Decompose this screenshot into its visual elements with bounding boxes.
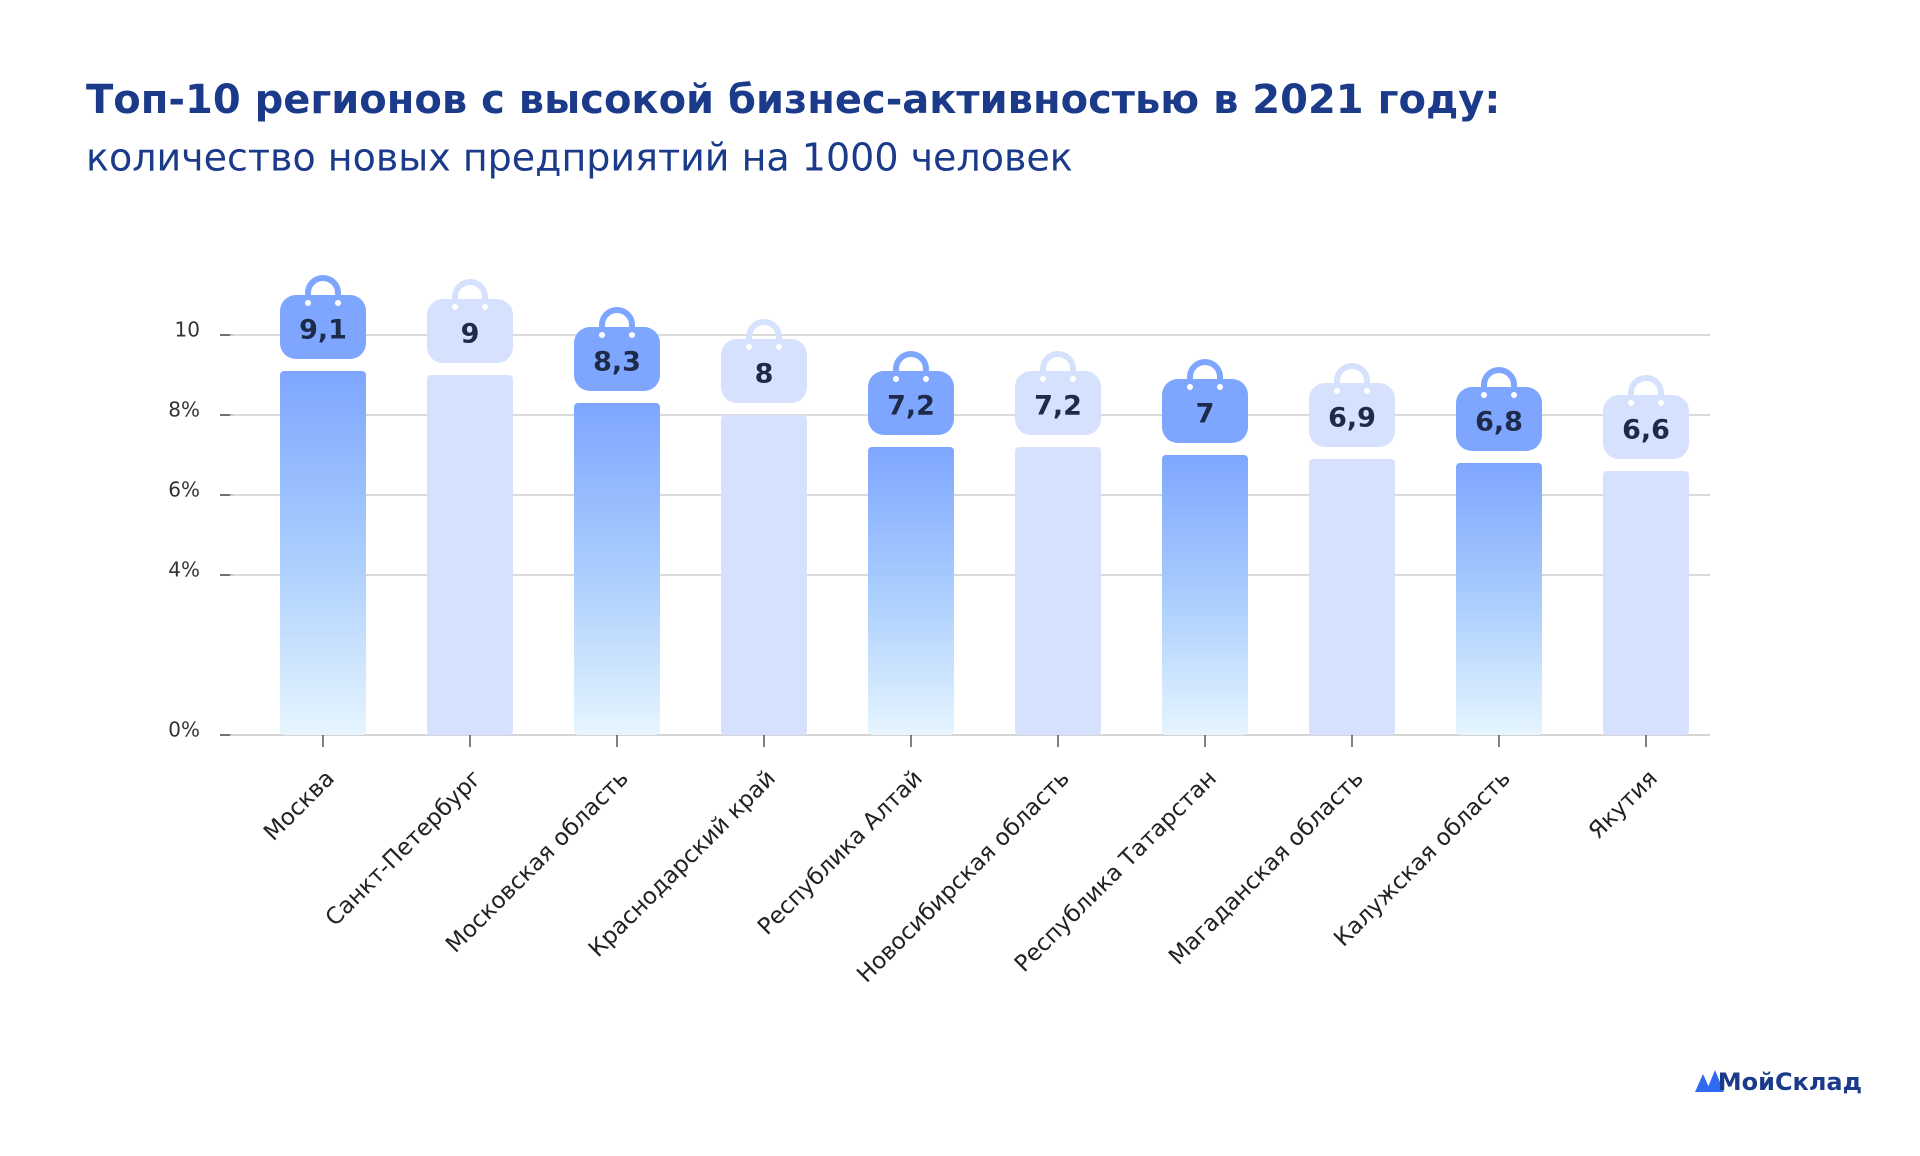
badge-dot (923, 376, 929, 382)
logo-text: МойСклад (1718, 1068, 1862, 1096)
value-label: 9 (461, 319, 480, 350)
badge-body (574, 327, 660, 391)
badge-handle (599, 307, 635, 331)
badge-dot (482, 304, 488, 310)
badge-handle (1187, 359, 1223, 383)
y-tick-label: 8% (168, 398, 200, 422)
badge-dot (629, 332, 635, 338)
badge-handle (1628, 375, 1664, 399)
x-tick-label: Якутия (1584, 765, 1663, 844)
value-badge: 9 (427, 279, 513, 363)
value-label: 6,8 (1475, 407, 1523, 438)
bar (1603, 471, 1689, 735)
x-tick-label: Республика Алтай (753, 765, 928, 940)
badge-handle (1040, 351, 1076, 375)
badge-handle (746, 319, 782, 343)
x-tick-label: Санкт-Петербург (321, 765, 487, 931)
bar (280, 371, 366, 735)
badge-body (721, 339, 807, 403)
value-badge: 6,8 (1456, 367, 1542, 451)
badge-handle (305, 275, 341, 299)
value-badge: 6,6 (1603, 375, 1689, 459)
badge-dot (746, 344, 752, 350)
badge-body (1309, 383, 1395, 447)
value-badge: 9,1 (280, 275, 366, 359)
x-tick-label: Москва (259, 765, 340, 846)
y-tick-label: 6% (168, 478, 200, 502)
bar (721, 415, 807, 735)
bar (1162, 455, 1248, 735)
value-label: 6,9 (1328, 403, 1376, 434)
badge-body (1603, 395, 1689, 459)
badge-dot (776, 344, 782, 350)
badge-dot (1187, 384, 1193, 390)
value-badge: 8 (721, 319, 807, 403)
badge-handle (893, 351, 929, 375)
badge-handle (452, 279, 488, 303)
badge-body (868, 371, 954, 435)
value-badge: 6,9 (1309, 363, 1395, 447)
badge-body (427, 299, 513, 363)
bar (1456, 463, 1542, 735)
bar (427, 375, 513, 735)
value-label: 7 (1196, 399, 1215, 430)
badge-body (1162, 379, 1248, 443)
badge-dot (1040, 376, 1046, 382)
value-badge: 7,2 (1015, 351, 1101, 435)
value-label: 6,6 (1622, 415, 1670, 446)
badge-dot (452, 304, 458, 310)
badge-dot (1070, 376, 1076, 382)
bar (1309, 459, 1395, 735)
logo: МойСклад (1695, 1068, 1862, 1096)
badge-handle (1481, 367, 1517, 391)
y-tick-label: 0% (168, 718, 200, 742)
badge-dot (1628, 400, 1634, 406)
badge-dot (1658, 400, 1664, 406)
badge-dot (1481, 392, 1487, 398)
badge-dot (893, 376, 899, 382)
badge-body (1015, 371, 1101, 435)
chart-subtitle: количество новых предприятий на 1000 чел… (86, 136, 1073, 180)
y-tick-label: 4% (168, 558, 200, 582)
logo-icon (1695, 1070, 1724, 1092)
value-label: 8 (755, 359, 774, 390)
value-label: 7,2 (887, 391, 935, 422)
value-label: 8,3 (593, 347, 641, 378)
y-tick-label: 10 (175, 318, 200, 342)
chart-title: Топ-10 регионов с высокой бизнес-активно… (86, 77, 1500, 123)
badge-dot (1511, 392, 1517, 398)
badge-body (280, 295, 366, 359)
value-label: 9,1 (299, 315, 347, 346)
value-badge: 7,2 (868, 351, 954, 435)
value-badge: 7 (1162, 359, 1248, 443)
badge-dot (1364, 388, 1370, 394)
bar (868, 447, 954, 735)
value-label: 7,2 (1034, 391, 1082, 422)
bar (1015, 447, 1101, 735)
badge-dot (305, 300, 311, 306)
badge-body (1456, 387, 1542, 451)
badge-dot (1217, 384, 1223, 390)
value-badge: 8,3 (574, 307, 660, 391)
badge-handle (1334, 363, 1370, 387)
bar (574, 403, 660, 735)
badge-dot (1334, 388, 1340, 394)
badge-dot (335, 300, 341, 306)
badge-dot (599, 332, 605, 338)
